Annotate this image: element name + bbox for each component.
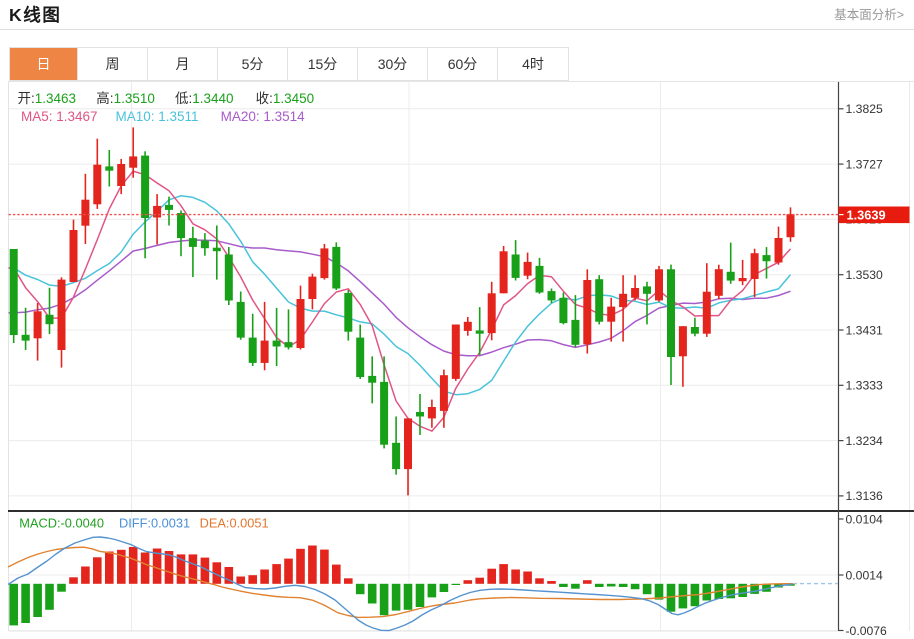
svg-text:1.3727: 1.3727 (846, 157, 883, 171)
svg-text:1.3136: 1.3136 (846, 489, 883, 503)
svg-text:-0.0076: -0.0076 (846, 624, 888, 638)
svg-text:1.3530: 1.3530 (846, 268, 883, 282)
svg-text:0.0104: 0.0104 (846, 512, 883, 526)
svg-text:1.3825: 1.3825 (846, 102, 883, 116)
svg-text:1.3333: 1.3333 (846, 379, 883, 393)
svg-text:1.3639: 1.3639 (847, 207, 886, 222)
svg-text:1.3431: 1.3431 (846, 323, 883, 337)
svg-text:0.0014: 0.0014 (846, 568, 883, 582)
svg-text:1.3234: 1.3234 (846, 434, 883, 448)
